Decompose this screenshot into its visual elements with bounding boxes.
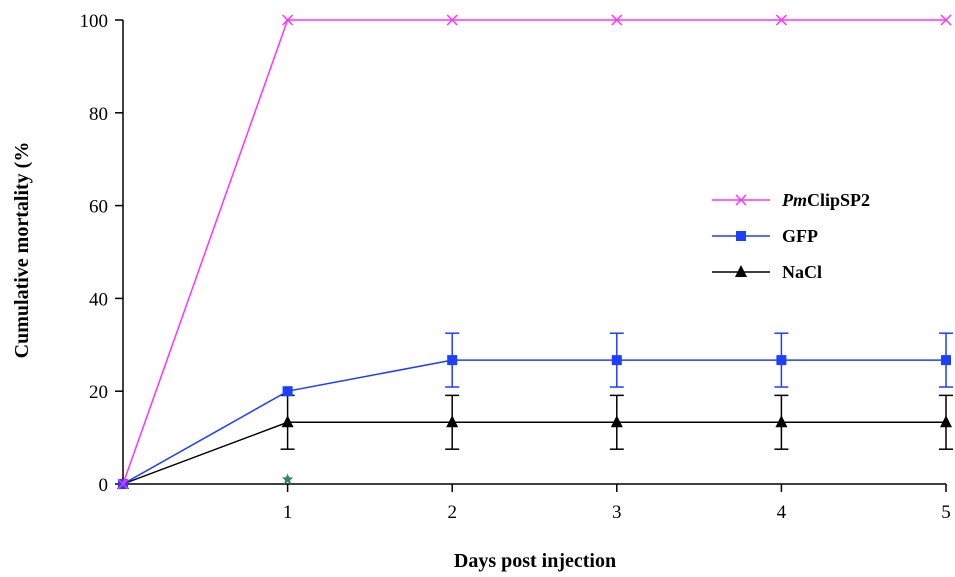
triangle-marker bbox=[775, 415, 788, 428]
x-marker bbox=[775, 14, 787, 26]
legend-label: GFP bbox=[782, 226, 818, 246]
x-tick-label: 4 bbox=[777, 502, 787, 523]
star-marker bbox=[281, 473, 294, 485]
x-tick-label: 5 bbox=[941, 502, 951, 523]
x-tick-label: 3 bbox=[612, 502, 622, 523]
legend-label: PmClipSP2 bbox=[781, 190, 870, 210]
y-axis-title: Cumulative mortality (% bbox=[11, 142, 33, 359]
square-marker bbox=[736, 231, 746, 241]
x-marker bbox=[282, 14, 294, 26]
x-marker bbox=[611, 14, 623, 26]
triangle-marker bbox=[610, 415, 623, 428]
triangle-marker bbox=[735, 265, 747, 277]
triangle-marker bbox=[446, 415, 459, 428]
y-tick-label: 80 bbox=[89, 104, 108, 125]
x-marker bbox=[446, 14, 458, 26]
x-tick-label: 2 bbox=[447, 502, 457, 523]
series-line bbox=[122, 19, 946, 485]
x-marker bbox=[735, 194, 747, 206]
y-tick-label: 60 bbox=[89, 197, 108, 218]
y-tick-label: 20 bbox=[89, 382, 108, 403]
x-marker bbox=[940, 14, 952, 26]
x-axis-title: Days post injection bbox=[454, 550, 616, 572]
triangle-marker bbox=[281, 415, 294, 428]
y-tick-label: 0 bbox=[99, 475, 109, 496]
y-tick-label: 100 bbox=[80, 11, 109, 32]
x-tick-label: 1 bbox=[283, 502, 293, 523]
square-marker bbox=[941, 355, 951, 366]
legend: PmClipSP2 GFP NaCl bbox=[712, 190, 870, 282]
y-tick-label: 40 bbox=[89, 289, 108, 310]
square-marker bbox=[776, 355, 787, 366]
legend-label: NaCl bbox=[782, 262, 822, 282]
triangle-marker bbox=[940, 415, 952, 428]
series-line bbox=[122, 359, 946, 485]
square-marker bbox=[611, 355, 622, 366]
series-line bbox=[122, 421, 946, 485]
square-marker bbox=[282, 386, 293, 397]
x-marker bbox=[117, 478, 129, 490]
square-marker bbox=[447, 355, 458, 366]
plot-area: 0 20 40 60 80 100 1 2 3 4 5 bbox=[80, 11, 953, 523]
